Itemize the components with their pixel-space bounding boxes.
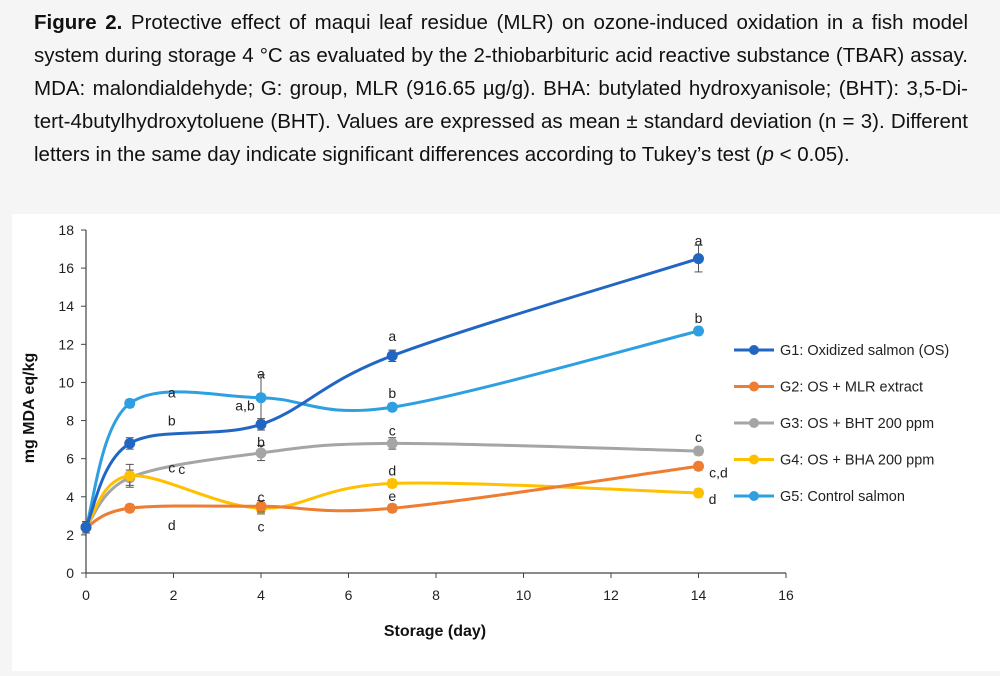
legend-marker [749, 418, 759, 428]
y-tick-label: 14 [58, 298, 74, 314]
legend-label: G5: Control salmon [780, 489, 905, 505]
data-point [124, 397, 136, 409]
data-point [255, 500, 267, 512]
y-axis-label: mg MDA eq/kg [21, 353, 38, 464]
data-point [693, 445, 704, 457]
y-tick-label: 8 [66, 413, 74, 429]
legend-label: G4: OS + BHA 200 ppm [780, 453, 934, 469]
y-tick-label: 6 [66, 451, 74, 467]
significance-letter: c [389, 422, 396, 438]
series-markers [80, 244, 704, 534]
y-tick-label: 12 [58, 336, 74, 352]
figure-label: Figure 2. [34, 11, 123, 34]
chart-axes: 0 2 4 6 8 10 12 14 16 0 2 4 6 8 10 12 14 16 18 [58, 222, 794, 603]
x-tick-label: 16 [778, 587, 794, 603]
caption-text-1: Protective effect of maqui leaf residue … [34, 11, 968, 166]
y-tick-label: 18 [58, 222, 74, 238]
significance-letter: a [168, 384, 176, 400]
legend-marker [749, 381, 759, 392]
x-tick-label: 2 [170, 587, 178, 603]
x-tick-label: 14 [691, 587, 707, 603]
legend-marker [749, 491, 759, 501]
caption-p-symbol: p [762, 143, 774, 166]
significance-letter: c,d [709, 464, 728, 480]
significance-letter: a,b [235, 397, 255, 413]
data-point [124, 470, 136, 482]
data-point [255, 418, 267, 430]
significance-letter: a [257, 366, 265, 382]
data-point [124, 437, 136, 449]
x-tick-label: 0 [82, 587, 90, 603]
data-point [386, 502, 398, 514]
data-point [80, 521, 92, 533]
significance-letter: b [168, 412, 176, 428]
legend-marker [749, 345, 759, 355]
data-point [693, 325, 704, 337]
chart-legend: G1: Oxidized salmon (OS) G2: OS + MLR ext… [734, 343, 949, 505]
data-point [255, 447, 267, 459]
legend-marker [749, 454, 759, 465]
x-tick-label: 6 [345, 587, 353, 603]
significance-letter: d [709, 491, 717, 507]
x-tick-label: 12 [603, 587, 619, 603]
data-point [386, 350, 398, 362]
data-point [255, 392, 267, 404]
significance-letter: c [178, 461, 185, 477]
significance-letter: c [258, 518, 265, 534]
data-point [124, 502, 136, 514]
y-tick-label: 16 [58, 260, 74, 276]
y-tick-label: 10 [58, 374, 74, 390]
data-point [693, 487, 704, 499]
data-point [386, 477, 398, 489]
x-tick-label: 8 [432, 587, 440, 603]
x-tick-label: 10 [516, 587, 532, 603]
y-tick-label: 2 [66, 527, 74, 543]
significance-letter: c [258, 489, 265, 505]
y-tick-label: 0 [66, 565, 74, 581]
significance-letter: a [388, 328, 396, 344]
series-line [84, 329, 699, 528]
series-lines [84, 257, 699, 529]
data-point [693, 253, 704, 265]
significance-letter: e [388, 488, 396, 504]
caption-text-2: < 0.05). [773, 143, 850, 166]
significance-letter: c [695, 429, 702, 445]
legend-label: G2: OS + MLR extract [780, 380, 923, 396]
significance-letter: a [695, 233, 703, 249]
data-point [386, 437, 398, 449]
data-point [693, 460, 704, 472]
x-axis-label: Storage (day) [384, 623, 486, 640]
x-tick-label: 4 [257, 587, 265, 603]
series-line [84, 257, 699, 528]
significance-letter: d [388, 462, 396, 478]
y-tick-label: 4 [66, 489, 74, 505]
chart-panel: 0 2 4 6 8 10 12 14 16 0 2 4 6 8 10 12 14 16 18 b a,b a a d c e c,… [12, 214, 1000, 671]
data-point [386, 401, 398, 413]
significance-letter: b [388, 385, 396, 401]
significance-letter: b [695, 310, 703, 326]
legend-label: G1: Oxidized salmon (OS) [780, 343, 949, 359]
legend-label: G3: OS + BHT 200 ppm [780, 416, 934, 432]
figure-caption: Figure 2. Protective effect of maqui lea… [34, 6, 968, 171]
significance-letter: d [168, 517, 176, 533]
significance-letter: c [168, 460, 175, 476]
significance-letter: b [257, 434, 265, 450]
